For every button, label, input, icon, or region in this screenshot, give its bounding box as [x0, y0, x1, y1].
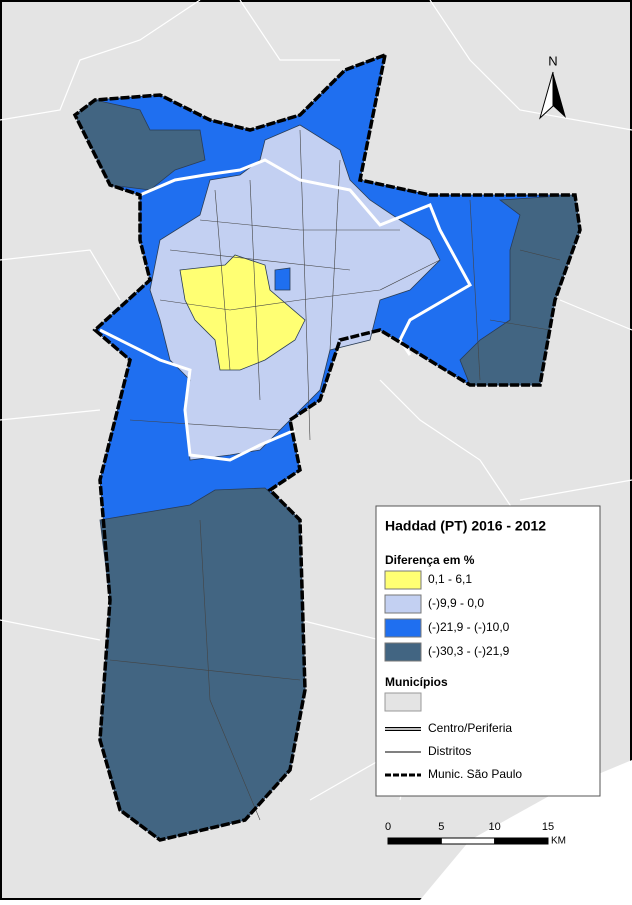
scale-tick-label: 5 [438, 821, 444, 833]
district-region [274, 267, 291, 291]
legend-line-label: Munic. São Paulo [428, 767, 522, 781]
legend-municipios: Municípios [385, 675, 448, 689]
legend-swatch [384, 594, 422, 614]
scale-segment [440, 837, 496, 845]
scale-bar: 0 5 10 15 KM [385, 821, 566, 847]
scale-tick-label: 15 [542, 821, 554, 833]
legend-line-label: Distritos [428, 744, 471, 758]
legend-swatch [384, 692, 422, 712]
scale-tick-label: 0 [385, 821, 391, 833]
scale-unit: KM [551, 836, 566, 847]
legend-swatch [384, 618, 422, 638]
district-region [459, 194, 581, 386]
district-lines [109, 129, 561, 821]
legend-swatch [384, 570, 422, 590]
centro-periferia-line [99, 158, 473, 462]
north-label: N [548, 53, 557, 68]
legend-label: 0,1 - 6,1 [428, 572, 472, 586]
scale-segment [494, 837, 549, 845]
legend: Haddad (PT) 2016 - 2012 Diferença em % M… [375, 505, 601, 797]
legend-title: Haddad (PT) 2016 - 2012 [385, 518, 546, 534]
legend-line-label: Centro/Periferia [428, 721, 512, 735]
munic-outline [72, 52, 582, 842]
scale-segment [387, 837, 442, 845]
legend-label: (-)21,9 - (-)10,0 [428, 620, 510, 634]
north-arrow [553, 72, 566, 118]
legend-label: (-)30,3 - (-)21,9 [428, 644, 510, 658]
district-region [179, 254, 306, 371]
legend-subtitle: Diferença em % [385, 553, 475, 567]
legend-label: (-)9,9 - 0,0 [428, 596, 484, 610]
scale-tick-label: 10 [489, 821, 501, 833]
legend-swatch [384, 642, 422, 662]
district-region [74, 99, 206, 191]
